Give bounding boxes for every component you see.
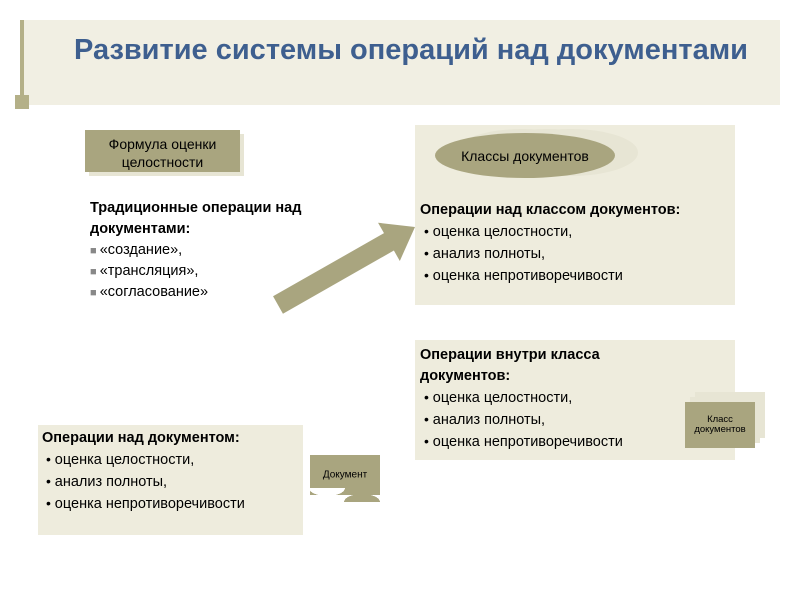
formula-box-label: Формула оценки целостности: [109, 136, 217, 170]
list-item: «создание»,: [90, 240, 350, 261]
traditional-block: Традиционные операции над документами: «…: [90, 198, 350, 303]
page-title: Развитие системы операций над документам…: [74, 32, 780, 68]
over-doc-block: Операции над документом: оценка целостно…: [42, 428, 292, 515]
over-doc-list: оценка целостности,анализ полноты,оценка…: [42, 449, 292, 515]
document-shape-icon: Документ: [310, 455, 380, 495]
list-item: «согласование»: [90, 282, 350, 303]
classes-ellipse: Классы документов: [435, 133, 615, 178]
list-item: оценка непротиворечивости: [424, 431, 680, 453]
title-bar: Развитие системы операций над документам…: [20, 20, 780, 105]
list-item: анализ полноты,: [46, 471, 292, 493]
class-stack-icon: Класс документов: [685, 392, 765, 447]
inside-class-block: Операции внутри класса документов: оценк…: [420, 345, 680, 453]
list-item: анализ полноты,: [424, 409, 680, 431]
list-item: оценка целостности,: [46, 449, 292, 471]
accent-square-icon: [15, 95, 29, 109]
traditional-list: «создание»,«трансляция»,«согласование»: [90, 240, 350, 303]
list-item: оценка непротиворечивости: [46, 493, 292, 515]
list-item: «трансляция»,: [90, 261, 350, 282]
classes-ellipse-label: Классы документов: [461, 148, 589, 164]
list-item: оценка непротиворечивости: [424, 265, 710, 287]
document-shape-label: Документ: [310, 470, 380, 481]
class-stack-label: Класс документов: [685, 402, 755, 448]
list-item: оценка целостности,: [424, 221, 710, 243]
inside-class-heading: Операции внутри класса документов:: [420, 345, 680, 387]
list-item: оценка целостности,: [424, 387, 680, 409]
formula-box: Формула оценки целостности: [85, 130, 240, 172]
over-class-block: Операции над классом документов: оценка …: [420, 200, 710, 287]
over-doc-heading: Операции над документом:: [42, 428, 292, 449]
over-class-heading: Операции над классом документов:: [420, 200, 710, 221]
list-item: анализ полноты,: [424, 243, 710, 265]
traditional-heading: Традиционные операции над документами:: [90, 198, 350, 240]
over-class-list: оценка целостности,анализ полноты,оценка…: [420, 221, 710, 287]
inside-class-list: оценка целостности,анализ полноты,оценка…: [420, 387, 680, 453]
